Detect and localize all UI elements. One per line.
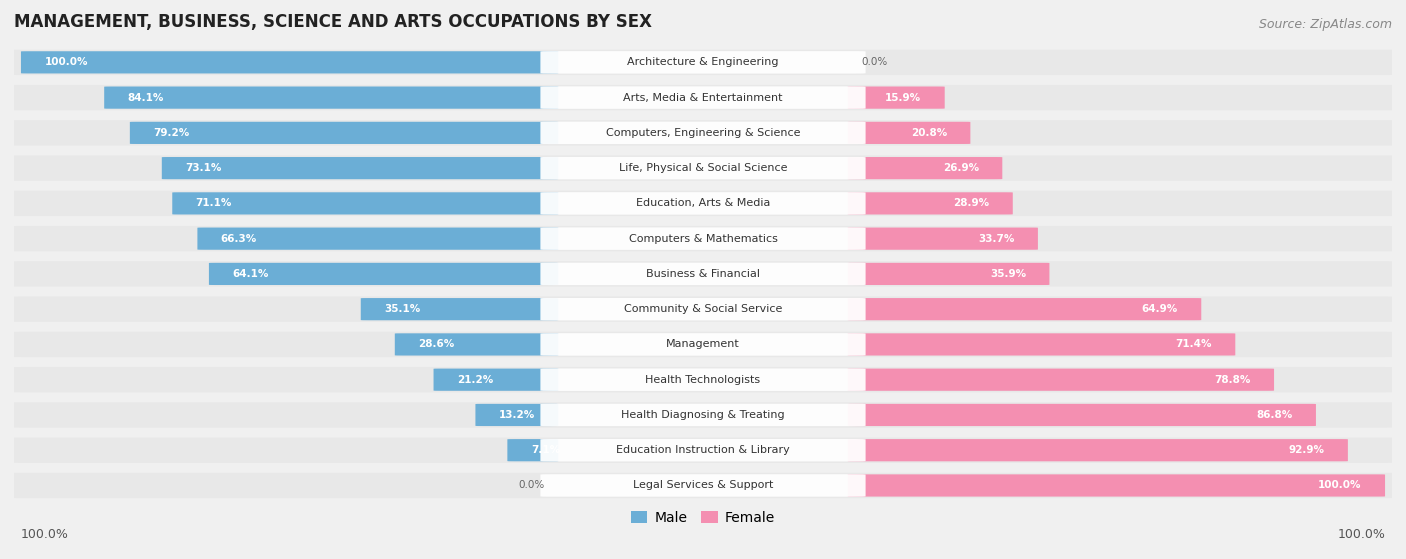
FancyBboxPatch shape — [129, 122, 558, 144]
FancyBboxPatch shape — [162, 157, 558, 179]
Text: 20.8%: 20.8% — [911, 128, 946, 138]
Text: 100.0%: 100.0% — [1337, 528, 1385, 541]
Text: Legal Services & Support: Legal Services & Support — [633, 481, 773, 490]
FancyBboxPatch shape — [540, 298, 866, 320]
FancyBboxPatch shape — [848, 404, 1316, 426]
Text: 73.1%: 73.1% — [186, 163, 222, 173]
Text: 92.9%: 92.9% — [1288, 445, 1324, 455]
Text: MANAGEMENT, BUSINESS, SCIENCE AND ARTS OCCUPATIONS BY SEX: MANAGEMENT, BUSINESS, SCIENCE AND ARTS O… — [14, 13, 652, 31]
FancyBboxPatch shape — [7, 402, 1399, 428]
FancyBboxPatch shape — [7, 331, 1399, 357]
FancyBboxPatch shape — [7, 473, 1399, 498]
Text: 100.0%: 100.0% — [45, 58, 87, 67]
FancyBboxPatch shape — [540, 87, 866, 109]
Text: Education Instruction & Library: Education Instruction & Library — [616, 445, 790, 455]
Text: 64.9%: 64.9% — [1142, 304, 1178, 314]
Text: Management: Management — [666, 339, 740, 349]
Text: 13.2%: 13.2% — [499, 410, 536, 420]
Text: 71.4%: 71.4% — [1175, 339, 1212, 349]
Text: Source: ZipAtlas.com: Source: ZipAtlas.com — [1258, 18, 1392, 31]
Text: Health Diagnosing & Treating: Health Diagnosing & Treating — [621, 410, 785, 420]
FancyBboxPatch shape — [508, 439, 558, 461]
FancyBboxPatch shape — [21, 51, 558, 73]
Text: 28.6%: 28.6% — [418, 339, 454, 349]
FancyBboxPatch shape — [7, 120, 1399, 145]
FancyBboxPatch shape — [7, 191, 1399, 216]
FancyBboxPatch shape — [540, 157, 866, 179]
FancyBboxPatch shape — [475, 404, 558, 426]
Text: 78.8%: 78.8% — [1215, 375, 1250, 385]
Text: Health Technologists: Health Technologists — [645, 375, 761, 385]
Text: Arts, Media & Entertainment: Arts, Media & Entertainment — [623, 93, 783, 103]
Text: Community & Social Service: Community & Social Service — [624, 304, 782, 314]
Text: 64.1%: 64.1% — [232, 269, 269, 279]
Text: 26.9%: 26.9% — [943, 163, 979, 173]
FancyBboxPatch shape — [848, 263, 1049, 285]
Text: 100.0%: 100.0% — [21, 528, 69, 541]
FancyBboxPatch shape — [540, 51, 866, 74]
FancyBboxPatch shape — [7, 155, 1399, 181]
Text: Computers, Engineering & Science: Computers, Engineering & Science — [606, 128, 800, 138]
FancyBboxPatch shape — [540, 404, 866, 426]
FancyBboxPatch shape — [7, 367, 1399, 392]
FancyBboxPatch shape — [395, 333, 558, 356]
FancyBboxPatch shape — [848, 333, 1236, 356]
FancyBboxPatch shape — [7, 50, 1399, 75]
FancyBboxPatch shape — [7, 226, 1399, 252]
FancyBboxPatch shape — [7, 438, 1399, 463]
FancyBboxPatch shape — [848, 228, 1038, 250]
FancyBboxPatch shape — [197, 228, 558, 250]
FancyBboxPatch shape — [7, 261, 1399, 287]
FancyBboxPatch shape — [848, 368, 1274, 391]
FancyBboxPatch shape — [540, 263, 866, 285]
Text: 35.9%: 35.9% — [990, 269, 1026, 279]
FancyBboxPatch shape — [540, 228, 866, 250]
FancyBboxPatch shape — [104, 87, 558, 108]
Text: 0.0%: 0.0% — [519, 481, 544, 490]
FancyBboxPatch shape — [361, 298, 558, 320]
Text: Life, Physical & Social Science: Life, Physical & Social Science — [619, 163, 787, 173]
FancyBboxPatch shape — [848, 475, 1385, 496]
FancyBboxPatch shape — [540, 474, 866, 497]
Text: 35.1%: 35.1% — [384, 304, 420, 314]
Text: 84.1%: 84.1% — [128, 93, 165, 103]
FancyBboxPatch shape — [540, 368, 866, 391]
Text: Business & Financial: Business & Financial — [645, 269, 761, 279]
Text: 66.3%: 66.3% — [221, 234, 257, 244]
FancyBboxPatch shape — [7, 85, 1399, 110]
FancyBboxPatch shape — [540, 192, 866, 215]
FancyBboxPatch shape — [848, 87, 945, 108]
FancyBboxPatch shape — [848, 298, 1201, 320]
Text: 86.8%: 86.8% — [1257, 410, 1292, 420]
Text: 7.1%: 7.1% — [531, 445, 560, 455]
Text: 33.7%: 33.7% — [979, 234, 1015, 244]
Text: 28.9%: 28.9% — [953, 198, 990, 209]
FancyBboxPatch shape — [848, 439, 1348, 461]
Text: 100.0%: 100.0% — [1319, 481, 1361, 490]
FancyBboxPatch shape — [848, 157, 1002, 179]
Text: Computers & Mathematics: Computers & Mathematics — [628, 234, 778, 244]
FancyBboxPatch shape — [540, 122, 866, 144]
FancyBboxPatch shape — [540, 333, 866, 356]
Text: Architecture & Engineering: Architecture & Engineering — [627, 58, 779, 67]
Text: 79.2%: 79.2% — [153, 128, 190, 138]
FancyBboxPatch shape — [848, 192, 1012, 215]
FancyBboxPatch shape — [173, 192, 558, 215]
FancyBboxPatch shape — [7, 296, 1399, 322]
FancyBboxPatch shape — [209, 263, 558, 285]
Text: 15.9%: 15.9% — [886, 93, 921, 103]
Text: 71.1%: 71.1% — [195, 198, 232, 209]
Text: 21.2%: 21.2% — [457, 375, 494, 385]
Legend: Male, Female: Male, Female — [626, 505, 780, 530]
FancyBboxPatch shape — [433, 368, 558, 391]
FancyBboxPatch shape — [848, 122, 970, 144]
FancyBboxPatch shape — [540, 439, 866, 461]
Text: 0.0%: 0.0% — [862, 58, 887, 67]
Text: Education, Arts & Media: Education, Arts & Media — [636, 198, 770, 209]
